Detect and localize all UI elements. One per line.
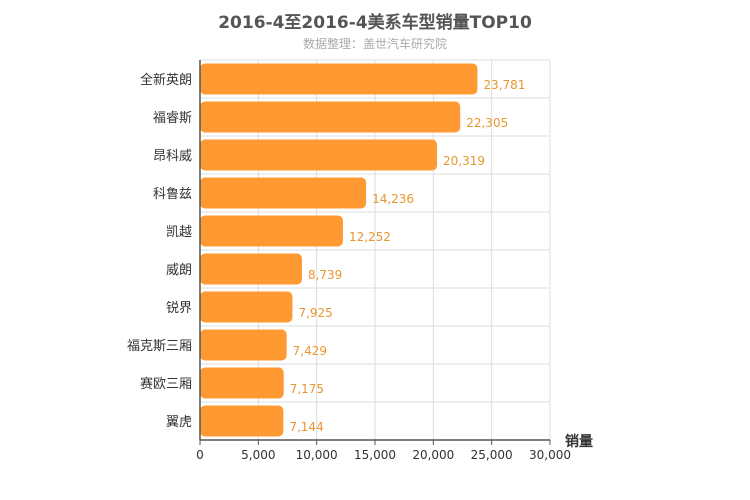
- bar[interactable]: [200, 291, 293, 323]
- category-label: 昂科威: [153, 149, 192, 164]
- bar[interactable]: [200, 253, 302, 285]
- value-label: 12,252: [349, 230, 391, 244]
- chart-title: 2016-4至2016-4美系车型销量TOP10: [218, 13, 532, 33]
- value-label: 23,781: [483, 78, 525, 92]
- value-label: 22,305: [466, 116, 508, 130]
- bar[interactable]: [200, 139, 438, 171]
- value-label: 7,925: [298, 306, 332, 320]
- category-label: 福克斯三厢: [127, 339, 192, 354]
- bar[interactable]: [200, 329, 287, 361]
- value-label: 7,429: [293, 344, 327, 358]
- category-label: 全新英朗: [140, 72, 192, 88]
- bar[interactable]: [200, 405, 284, 437]
- x-tick-label: 25,000: [471, 448, 513, 462]
- x-tick-label: 15,000: [354, 448, 396, 462]
- x-tick-label: 5,000: [241, 448, 275, 462]
- value-label: 7,144: [289, 420, 323, 434]
- category-label: 锐界: [166, 301, 192, 316]
- category-label: 翼虎: [166, 415, 192, 430]
- bar[interactable]: [200, 215, 343, 247]
- category-label: 福睿斯: [153, 111, 192, 126]
- value-label: 7,175: [290, 382, 324, 396]
- bar[interactable]: [200, 177, 367, 209]
- bar[interactable]: [200, 367, 284, 399]
- x-tick-label: 30,000: [529, 448, 571, 462]
- x-tick-label: 10,000: [296, 448, 338, 462]
- value-label: 14,236: [372, 192, 414, 206]
- value-label: 20,319: [443, 154, 485, 168]
- chart-subtitle: 数据整理：盖世汽车研究院: [302, 37, 447, 51]
- bar[interactable]: [200, 63, 478, 95]
- x-axis-title: 销量: [565, 433, 593, 450]
- value-label: 8,739: [308, 268, 342, 282]
- category-label: 科鲁兹: [153, 187, 192, 202]
- x-tick-label: 20,000: [412, 448, 454, 462]
- bar[interactable]: [200, 101, 461, 133]
- category-label: 赛欧三厢: [140, 376, 192, 392]
- category-label: 威朗: [166, 263, 192, 278]
- category-label: 凯越: [166, 225, 192, 240]
- x-tick-label: 0: [196, 448, 204, 462]
